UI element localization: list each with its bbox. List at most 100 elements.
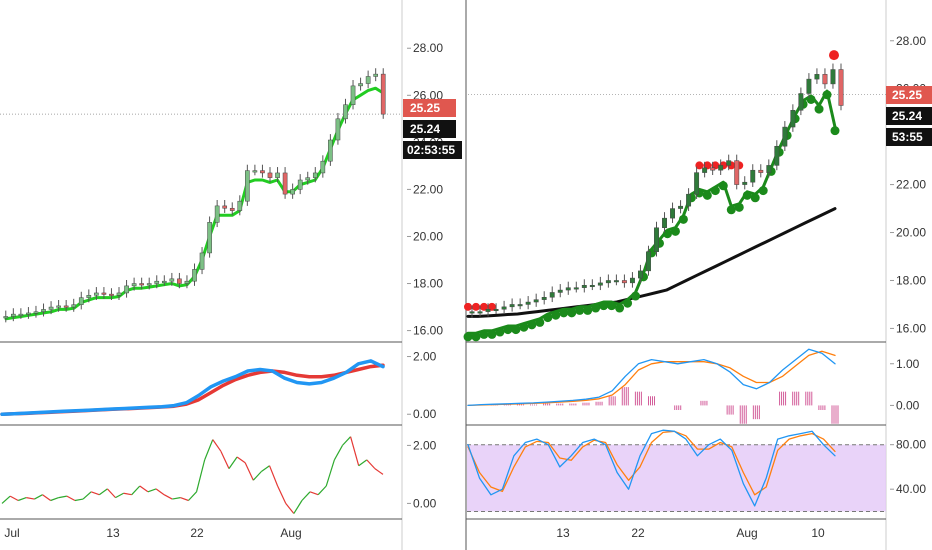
left-ind2-segment: [82, 491, 92, 500]
right-candle: [838, 69, 844, 106]
right-candle: [662, 217, 667, 228]
left-candle: [116, 292, 122, 296]
left-main-y-tick-label: 28.00: [413, 41, 443, 55]
right-resistance-dot: [695, 161, 704, 170]
left-candle: [177, 278, 182, 284]
right-candle: [485, 308, 491, 312]
left-ind2-segment: [261, 465, 270, 472]
right-candle: [654, 227, 659, 252]
right-candle: [477, 311, 483, 314]
right-support-dot: [822, 90, 832, 100]
right-support-dot: [535, 317, 545, 327]
left-ind2-segment: [268, 465, 279, 487]
left-ind2-segment: [252, 471, 262, 481]
right-support-dot: [758, 186, 768, 196]
right-support-dot: [662, 229, 672, 239]
right-support-dot: [814, 104, 824, 114]
left-candle: [350, 85, 356, 105]
right-ind2-y-tick-label: 40.00: [896, 482, 926, 496]
left-indicator-1-panel[interactable]: 2.00 0.00: [0, 350, 437, 426]
left-candle: [78, 297, 84, 305]
right-candle: [565, 287, 571, 291]
right-candle: [557, 289, 563, 293]
left-candle: [305, 177, 311, 181]
right-candle: [621, 280, 627, 284]
right-candle: [830, 69, 836, 85]
left-main-panel[interactable]: 28.0026.0024.0022.0020.0018.0016.0025.25…: [0, 0, 462, 550]
left-candle: [290, 189, 295, 195]
left-ind2-segment: [1, 495, 11, 504]
right-support-dot: [551, 310, 561, 320]
right-ind1-y-tick-label: 0.00: [896, 398, 920, 412]
left-prev-price-label: 25.24: [410, 122, 440, 136]
right-support-dot: [710, 186, 720, 196]
left-ind2-segment: [366, 459, 376, 470]
left-ind2-segment: [228, 456, 238, 469]
left-ind2-segment: [333, 445, 343, 461]
right-main-y-tick-label: 16.00: [896, 321, 926, 335]
left-ind2-segment: [204, 439, 214, 461]
left-ind2-segment: [42, 494, 51, 501]
right-x-tick-label: Aug: [736, 526, 757, 540]
right-main-y-tick-label: 18.00: [896, 273, 926, 287]
left-ind2-segment: [34, 494, 43, 500]
left-candle: [358, 83, 363, 87]
left-candle: [245, 170, 250, 202]
left-ind2-segment: [139, 485, 149, 493]
left-ind2-segment: [277, 485, 287, 504]
left-candle: [94, 292, 99, 296]
left-prev-price-box: [403, 120, 456, 138]
left-axes: Jul 13 22 Aug: [0, 518, 402, 540]
left-ind2-segment: [220, 450, 230, 469]
left-candle: [161, 280, 167, 283]
right-candle: [670, 208, 675, 219]
right-indicator-2-panel[interactable]: 80.00 40.00: [467, 429, 926, 512]
right-axes: 13 22 Aug 10: [466, 518, 886, 540]
left-candle: [207, 222, 212, 254]
right-candle: [549, 292, 555, 298]
right-support-dot: [591, 303, 601, 313]
left-candle: [343, 104, 348, 120]
right-main-y-tick-label: 22.00: [896, 178, 926, 192]
right-x-tick-label: 13: [556, 526, 570, 540]
right-moving-average-line: [466, 207, 837, 318]
right-indicator-1-panel[interactable]: 1.00 0.00: [465, 348, 920, 426]
right-candle: [694, 172, 700, 195]
left-candle: [192, 269, 197, 282]
left-candle: [169, 278, 175, 282]
left-ind2-segment: [317, 485, 327, 496]
right-support-dot: [487, 329, 497, 339]
right-support-dot: [750, 193, 760, 203]
right-support-dot: [670, 226, 680, 236]
right-resistance-dot: [464, 302, 472, 311]
left-ind2-segment: [349, 436, 360, 466]
left-candle: [237, 200, 243, 211]
right-x-tick-label: 22: [631, 526, 645, 540]
left-candle: [229, 207, 235, 211]
right-ind2-band: [467, 444, 886, 512]
right-last-price-label: 25.25: [892, 88, 922, 102]
left-ind2-segment: [26, 497, 35, 500]
right-candle: [605, 280, 611, 284]
left-ind1-y-tick-label: 2.00: [413, 350, 437, 364]
left-candle: [10, 313, 16, 317]
right-support-dot: [543, 313, 553, 323]
right-support-dot: [718, 181, 728, 191]
left-candle: [184, 280, 190, 284]
right-main-panel[interactable]: 28.0026.0024.0022.0020.0018.0016.0025.25…: [463, 0, 932, 550]
right-candle: [678, 205, 684, 209]
left-ind2-segment: [244, 462, 254, 481]
right-candle: [517, 304, 523, 307]
right-candle: [686, 193, 692, 207]
right-candle: [734, 160, 740, 185]
left-candle: [109, 293, 114, 296]
right-support-dot: [742, 190, 752, 200]
left-candle: [297, 179, 303, 190]
right-candle: [493, 308, 499, 311]
left-candle: [199, 252, 205, 270]
left-indicator-2-panel[interactable]: 2.00 0.00: [1, 436, 437, 514]
left-ind2-segment: [285, 503, 295, 514]
left-ind2-segment: [147, 488, 157, 493]
left-candle: [328, 139, 333, 162]
